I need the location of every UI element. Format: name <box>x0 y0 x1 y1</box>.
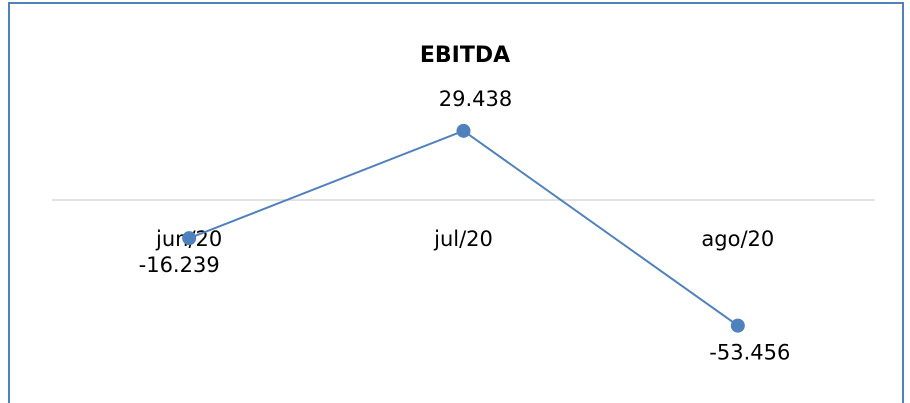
marker <box>730 318 745 333</box>
value-label: -53.456 <box>709 341 790 365</box>
marker <box>182 231 197 246</box>
x-tick-label: jul/20 <box>433 227 493 251</box>
marker <box>456 123 471 138</box>
value-label: 29.438 <box>439 87 512 111</box>
chart-border <box>8 2 904 403</box>
chart-title: EBITDA <box>420 43 510 68</box>
value-label: -16.239 <box>139 253 220 277</box>
x-tick-label: ago/20 <box>701 227 774 251</box>
